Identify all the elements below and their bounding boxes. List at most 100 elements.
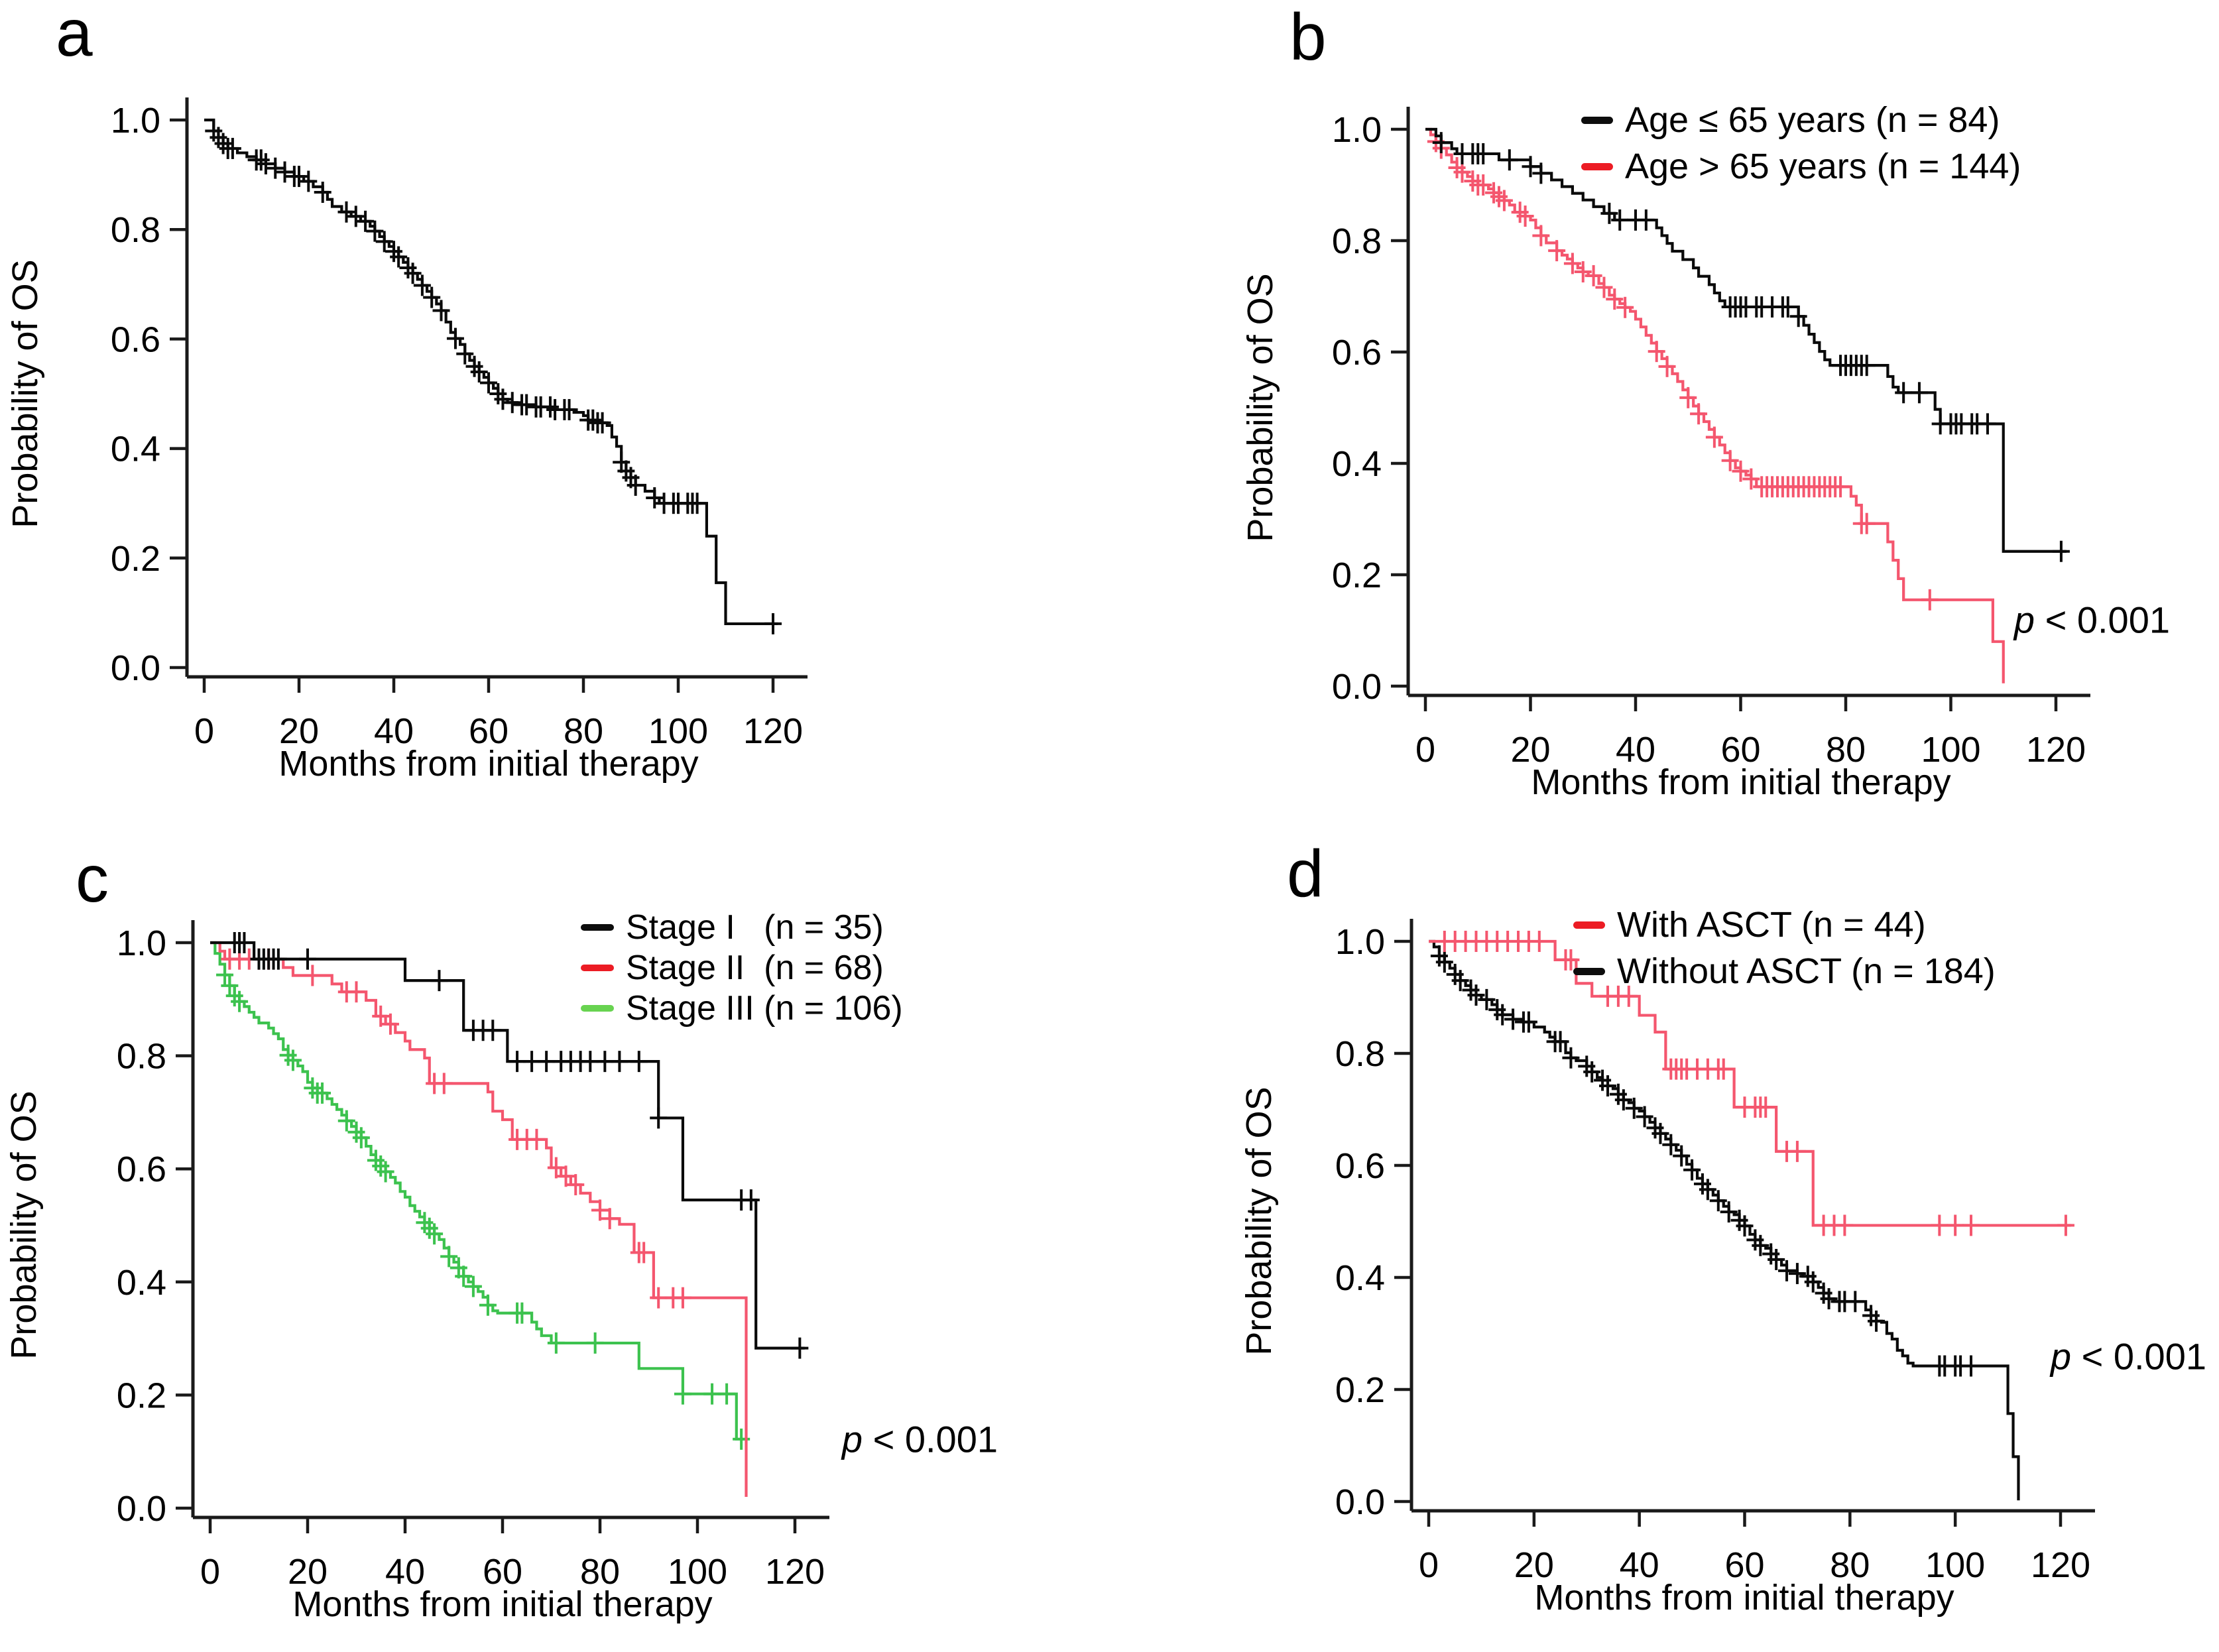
svg-text:0.8: 0.8 [117,1037,166,1077]
legend-item: Age ≤ 65 years (n = 84) [1581,97,2021,143]
svg-text:1.0: 1.0 [117,923,166,963]
legend-swatch-red-icon [1581,162,1613,170]
legend-swatch-black-icon [581,923,614,931]
svg-text:120: 120 [2026,730,2086,770]
svg-text:60: 60 [483,1552,522,1592]
legend-swatch-green-icon [581,1004,614,1012]
svg-text:0.0: 0.0 [117,1489,166,1529]
panel-d-y-axis-title: Probability of OS [1239,1087,1279,1356]
panel-c: 0 20 40 60 80 100 120 0.0 0.2 0.4 0.6 0.8 1.0 c Prob… [0,826,1110,1652]
legend-item: With ASCT (n = 44) [1573,902,1996,948]
svg-text:0.8: 0.8 [111,210,160,250]
svg-text:0.6: 0.6 [1335,1146,1385,1186]
legend-item: Without ASCT (n = 184) [1573,948,1996,994]
panel-d-p-value: p < 0.001 [2050,1335,2206,1378]
svg-text:80: 80 [580,1552,620,1592]
panel-b-legend: Age ≤ 65 years (n = 84) Age > 65 years (… [1581,97,2021,190]
svg-text:40: 40 [1616,730,1655,770]
panel-d-legend: With ASCT (n = 44) Without ASCT (n = 184… [1573,902,1996,994]
km-svg-b: 0 20 40 60 80 100 120 0.0 0.2 0.4 0.6 0.8 1.0 [1332,107,2090,770]
km-svg-a: 0 20 40 60 80 100 120 0.0 0.2 0.4 0.6 0.8 1.0 [111,97,808,751]
svg-text:0.0: 0.0 [1332,667,1382,707]
svg-text:60: 60 [1724,1545,1764,1585]
legend-label: Age > 65 years (n = 144) [1625,147,2021,186]
svg-text:100: 100 [648,711,708,751]
legend-item: Stage III (n = 106) [581,988,903,1028]
svg-text:20: 20 [288,1552,328,1592]
legend-label: Stage I (n = 35) [626,908,884,947]
svg-text:0.4: 0.4 [111,430,160,469]
svg-text:100: 100 [1925,1545,1985,1585]
svg-text:0.4: 0.4 [1335,1258,1385,1298]
km-svg-c: 0 20 40 60 80 100 120 0.0 0.2 0.4 0.6 0.8 1.0 [117,920,829,1592]
legend-item: Stage II (n = 68) [581,947,903,988]
svg-text:100: 100 [668,1552,727,1592]
svg-text:0.4: 0.4 [117,1263,166,1303]
legend-label: Age ≤ 65 years (n = 84) [1625,100,2000,140]
panel-c-letter: c [76,842,109,916]
svg-text:0.2: 0.2 [111,539,160,579]
svg-text:0: 0 [200,1552,220,1592]
panel-b: 0 20 40 60 80 100 120 0.0 0.2 0.4 0.6 0.8 1.0 b Prob… [1109,0,2219,826]
svg-text:0.6: 0.6 [1332,333,1382,373]
svg-text:120: 120 [743,711,803,751]
svg-text:1.0: 1.0 [1332,110,1382,150]
svg-text:80: 80 [564,711,603,751]
legend-swatch-red-icon [581,964,614,971]
svg-text:1.0: 1.0 [111,101,160,141]
svg-text:0: 0 [1419,1545,1439,1585]
svg-text:120: 120 [2031,1545,2090,1585]
svg-text:0.0: 0.0 [1335,1482,1385,1522]
svg-text:20: 20 [1514,1545,1554,1585]
svg-text:60: 60 [469,711,509,751]
svg-text:0.4: 0.4 [1332,444,1382,484]
legend-swatch-black-icon [1573,967,1605,975]
svg-text:80: 80 [1826,730,1866,770]
panel-a-x-axis-title: Months from initial therapy [278,744,699,784]
svg-text:0.6: 0.6 [111,320,160,359]
svg-text:20: 20 [1510,730,1550,770]
panel-b-letter: b [1289,0,1327,74]
panel-b-p-value: p < 0.001 [2013,599,2170,641]
panel-d: 0 20 40 60 80 100 120 0.0 0.2 0.4 0.6 0.8 1.0 d Prob… [1109,826,2219,1652]
legend-item: Age > 65 years (n = 144) [1581,143,2021,190]
svg-text:0.2: 0.2 [1332,556,1382,595]
panel-b-y-axis-title: Probability of OS [1240,273,1280,542]
panel-c-x-axis-title: Months from initial therapy [292,1584,713,1624]
svg-text:0.8: 0.8 [1335,1034,1385,1074]
svg-text:120: 120 [765,1552,825,1592]
svg-text:20: 20 [279,711,319,751]
legend-item: Stage I (n = 35) [581,907,903,947]
svg-text:0: 0 [194,711,214,751]
svg-text:80: 80 [1830,1545,1870,1585]
svg-text:100: 100 [1921,730,1980,770]
panel-c-p-value: p < 0.001 [841,1418,998,1460]
svg-text:0.0: 0.0 [111,648,160,688]
svg-text:0.8: 0.8 [1332,221,1382,261]
panel-a: 0 20 40 60 80 100 120 0.0 0.2 0.4 0.6 0.8 1.0 a Prob… [0,0,1110,826]
legend-label: Stage III (n = 106) [626,988,903,1028]
panel-c-legend: Stage I (n = 35) Stage II (n = 68) Stage… [581,907,903,1028]
svg-text:0.2: 0.2 [117,1376,166,1415]
panel-b-x-axis-title: Months from initial therapy [1531,762,1951,802]
legend-swatch-black-icon [1581,116,1613,124]
panel-a-letter: a [56,0,93,70]
panel-d-x-axis-title: Months from initial therapy [1534,1578,1954,1618]
svg-text:0: 0 [1415,730,1435,770]
legend-swatch-red-icon [1573,921,1605,929]
legend-label: Without ASCT (n = 184) [1617,951,1996,991]
svg-text:40: 40 [374,711,414,751]
legend-label: With ASCT (n = 44) [1617,905,1926,945]
panel-d-letter: d [1287,837,1324,911]
panel-a-y-axis-title: Probability of OS [5,259,45,528]
svg-text:40: 40 [1620,1545,1659,1585]
panel-c-y-axis-title: Probability of OS [4,1091,44,1360]
svg-text:0.2: 0.2 [1335,1370,1385,1410]
svg-text:0.6: 0.6 [117,1150,166,1189]
legend-label: Stage II (n = 68) [626,948,884,987]
km-svg-d: 0 20 40 60 80 100 120 0.0 0.2 0.4 0.6 0.8 1.0 [1335,919,2095,1585]
svg-text:1.0: 1.0 [1335,922,1385,962]
svg-text:40: 40 [385,1552,425,1592]
svg-text:60: 60 [1720,730,1760,770]
